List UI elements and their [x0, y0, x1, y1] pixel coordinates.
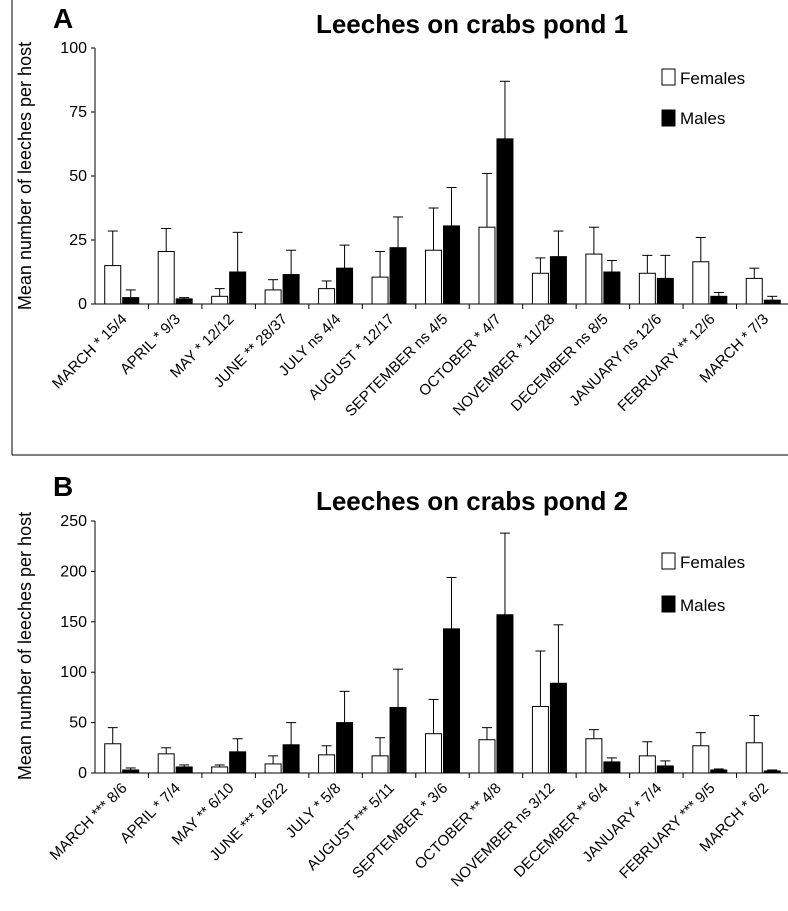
- legend-swatch-females: [661, 68, 676, 86]
- bar-females: [104, 743, 122, 774]
- panel-b-legend: Females Males: [661, 552, 745, 615]
- x-category-label: FEBRUARY *** 9/5: [616, 780, 718, 882]
- legend-label-females: Females: [680, 553, 745, 572]
- bar-females: [425, 249, 442, 305]
- panel-a-legend: Females Males: [661, 68, 745, 128]
- bar-males: [229, 271, 247, 305]
- bar-males: [656, 765, 674, 774]
- legend-label-males: Males: [680, 109, 725, 128]
- panel-b-title: Leeches on crabs pond 2: [316, 486, 628, 516]
- bar-males: [443, 628, 460, 774]
- y-tick-label: 50: [69, 168, 87, 185]
- x-category-label: SEPTEMBER * 3/6: [349, 780, 451, 882]
- x-category-label: JANUARY ns 12/6: [566, 311, 665, 410]
- bar-females: [692, 261, 710, 305]
- legend-swatch-males: [661, 595, 676, 613]
- bar-males: [443, 225, 460, 305]
- y-tick-label: 50: [69, 715, 87, 732]
- bar-females: [211, 295, 229, 305]
- y-tick-label: 75: [69, 104, 87, 121]
- bar-females: [264, 289, 282, 305]
- bar-females: [745, 277, 763, 305]
- panel-a-y-axis-label: Mean number of leeches per host: [15, 42, 35, 310]
- bar-males: [549, 256, 567, 305]
- bar-males: [603, 761, 621, 774]
- bar-females: [478, 226, 496, 305]
- bar-males: [229, 751, 247, 774]
- legend-label-females: Females: [680, 69, 745, 88]
- y-tick-label: 250: [60, 513, 87, 530]
- legend-swatch-males: [661, 109, 676, 127]
- x-category-label: FEBRUARY ** 12/6: [614, 311, 718, 415]
- bar-females: [638, 272, 656, 305]
- y-tick-label: 100: [60, 664, 87, 681]
- bar-males: [496, 138, 514, 305]
- bar-males: [122, 769, 140, 774]
- bar-males: [389, 706, 407, 774]
- bar-females: [318, 288, 336, 305]
- bar-females: [318, 754, 336, 774]
- bar-males: [496, 614, 514, 774]
- bar-females: [157, 251, 175, 305]
- panel-b: B Leeches on crabs pond 2 Mean number of…: [15, 471, 788, 890]
- bar-males: [175, 766, 193, 774]
- bar-males: [282, 744, 300, 774]
- x-category-label: MARCH * 15/4: [49, 311, 131, 393]
- bar-males: [763, 770, 781, 774]
- bar-females: [104, 265, 122, 305]
- x-category-label: SEPTEMBER ns 4/5: [342, 311, 451, 420]
- bar-males: [656, 277, 674, 305]
- bar-males: [336, 722, 354, 774]
- bar-females: [585, 253, 603, 305]
- bar-females: [531, 272, 549, 305]
- bar-females: [371, 276, 389, 305]
- panel-b-letter: B: [53, 471, 73, 502]
- bar-males: [175, 298, 193, 305]
- x-category-label: MARCH *** 8/6: [47, 780, 131, 864]
- bar-males: [282, 274, 300, 305]
- bar-females: [692, 745, 710, 774]
- bar-females: [371, 755, 389, 774]
- bar-females: [745, 742, 763, 774]
- y-tick-label: 100: [60, 40, 87, 57]
- y-tick-label: 150: [60, 614, 87, 631]
- bar-males: [603, 271, 621, 305]
- bar-females: [157, 753, 175, 774]
- bar-females: [531, 705, 549, 774]
- y-tick-label: 0: [78, 765, 87, 782]
- x-category-label: NOVEMBER * 11/28: [450, 311, 559, 420]
- bar-males: [549, 682, 567, 774]
- bar-males: [122, 297, 140, 305]
- panel-a-letter: A: [53, 3, 73, 34]
- y-tick-label: 25: [69, 232, 87, 249]
- bar-males: [336, 267, 354, 305]
- bar-females: [638, 755, 656, 774]
- bar-males: [710, 295, 728, 305]
- legend-label-males: Males: [680, 596, 725, 615]
- bar-males: [389, 247, 407, 305]
- x-category-label: DECEMBER ** 6/4: [511, 780, 612, 881]
- panel-b-y-axis-label: Mean number of leeches per host: [15, 512, 35, 780]
- x-category-label: NOVEMBER ns 3/12: [448, 780, 558, 890]
- bar-females: [585, 738, 603, 774]
- bar-males: [763, 299, 781, 305]
- y-tick-label: 200: [60, 563, 87, 580]
- panel-a: A Leeches on crabs pond 1 Mean number of…: [11, 0, 788, 456]
- panel-a-title: Leeches on crabs pond 1: [316, 9, 628, 39]
- bar-females: [478, 739, 496, 774]
- bar-females: [211, 766, 229, 774]
- y-tick-label: 0: [78, 296, 87, 313]
- bar-males: [710, 769, 728, 774]
- legend-swatch-females: [661, 552, 676, 570]
- x-category-label: DECEMBER ns 8/5: [508, 311, 612, 415]
- bar-females: [425, 733, 442, 774]
- bar-females: [264, 763, 282, 774]
